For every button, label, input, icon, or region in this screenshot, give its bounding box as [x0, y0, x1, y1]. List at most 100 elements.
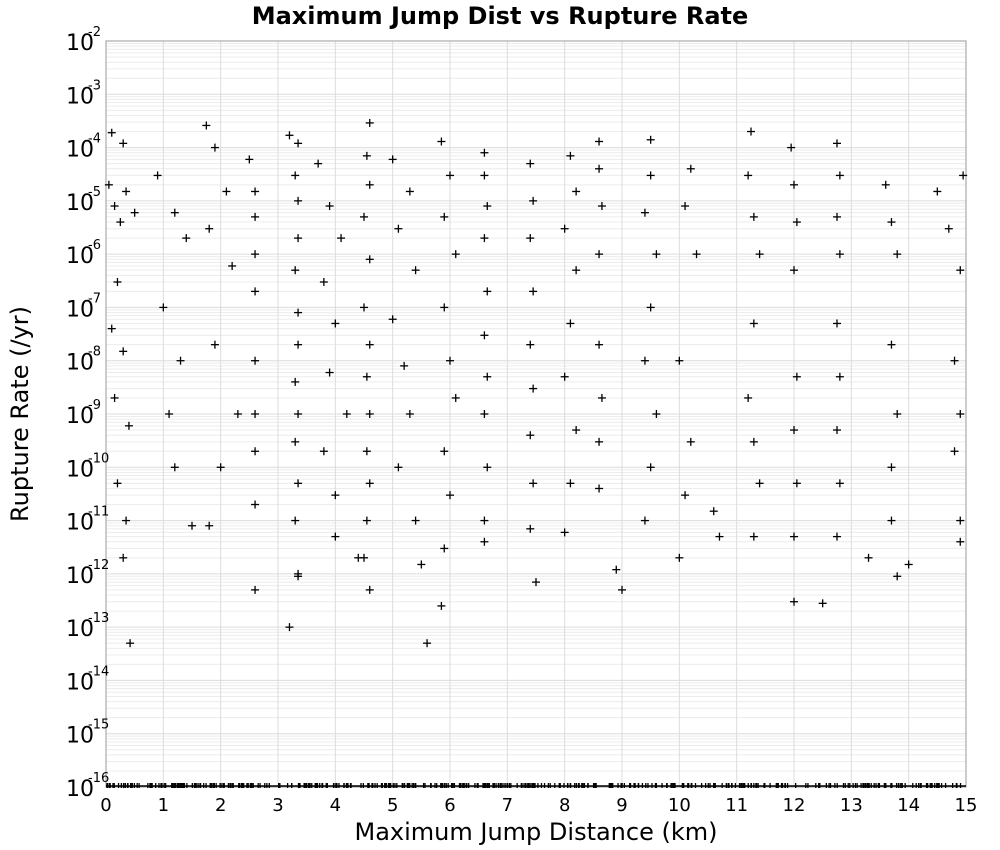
data-point: [319, 447, 328, 456]
data-point: [792, 372, 801, 381]
data-point: [170, 208, 179, 217]
data-point: [202, 121, 211, 130]
y-tick-exponent: -16: [88, 771, 109, 786]
data-point: [411, 266, 420, 275]
data-point: [893, 572, 902, 581]
data-point: [686, 164, 695, 173]
data-point: [646, 463, 655, 472]
data-point: [595, 137, 604, 146]
data-point: [646, 303, 655, 312]
data-point: [566, 479, 575, 488]
data-point: [342, 410, 351, 418]
data-point: [950, 356, 959, 365]
data-point: [294, 572, 303, 581]
data-point: [595, 250, 604, 259]
data-point: [122, 187, 131, 196]
data-point: [107, 128, 116, 137]
data-point: [480, 516, 489, 525]
data-point: [365, 180, 374, 189]
data-point: [881, 180, 890, 189]
data-point: [893, 250, 902, 259]
y-tick-exponent: -6: [88, 238, 101, 253]
data-point: [755, 250, 764, 259]
data-point: [744, 171, 753, 180]
data-point: [572, 266, 581, 275]
data-point: [437, 137, 446, 146]
data-point: [205, 521, 214, 530]
y-tick-exponent: -10: [88, 451, 109, 466]
data-point: [572, 426, 581, 435]
data-point: [153, 171, 162, 180]
data-point: [483, 202, 492, 211]
data-point: [294, 410, 303, 418]
y-axis-ticks: 10-210-310-410-510-610-710-810-910-1010-…: [66, 25, 109, 802]
data-point: [640, 356, 649, 365]
data-point: [124, 421, 133, 430]
data-point: [362, 516, 371, 525]
data-point: [291, 377, 300, 386]
data-point: [446, 491, 454, 500]
data-point: [956, 266, 965, 275]
data-point: [360, 303, 368, 312]
data-point: [944, 224, 953, 233]
data-point: [480, 171, 489, 180]
data-point: [595, 484, 604, 493]
data-point: [165, 410, 174, 418]
data-point: [933, 187, 942, 196]
x-tick-label: 0: [100, 795, 111, 816]
data-point: [950, 447, 959, 456]
data-point: [251, 447, 260, 456]
data-point: [652, 410, 661, 418]
data-point: [787, 143, 796, 152]
data-point: [405, 187, 414, 196]
data-point: [560, 372, 569, 381]
y-tick-exponent: -13: [88, 611, 109, 626]
data-point: [560, 224, 569, 233]
y-axis-label: Rupture Rate (/yr): [6, 306, 34, 522]
y-tick-base: 10: [66, 457, 94, 482]
data-point: [526, 340, 535, 349]
data-point: [612, 565, 621, 574]
data-point: [251, 500, 260, 509]
data-point: [483, 463, 492, 472]
data-point: [709, 507, 718, 516]
data-point: [652, 250, 661, 259]
data-point: [251, 585, 260, 594]
data-point: [887, 340, 896, 349]
data-point: [692, 250, 701, 259]
data-point: [440, 303, 449, 312]
x-tick-label: 4: [330, 795, 341, 816]
data-point: [835, 171, 844, 180]
data-point: [251, 212, 260, 221]
data-point: [222, 187, 231, 196]
data-point: [744, 393, 753, 402]
data-point: [532, 578, 540, 587]
data-point: [110, 202, 119, 211]
data-point: [446, 356, 454, 365]
data-point: [646, 171, 655, 180]
data-point: [411, 516, 420, 525]
data-point: [400, 361, 409, 370]
data-point: [245, 155, 254, 164]
data-point: [526, 431, 535, 440]
grid: [105, 40, 967, 788]
data-point: [388, 315, 397, 324]
x-axis-label: Maximum Jump Distance (km): [355, 818, 718, 846]
data-point: [835, 250, 844, 259]
data-point: [188, 521, 196, 530]
y-tick-exponent: -5: [88, 185, 101, 200]
y-tick-base: 10: [66, 297, 94, 322]
data-point: [251, 287, 260, 296]
data-point: [792, 218, 801, 227]
data-point: [790, 426, 798, 435]
data-point: [294, 479, 303, 488]
data-point: [560, 528, 569, 537]
data-point: [451, 250, 460, 259]
data-point: [210, 340, 219, 349]
data-point: [529, 196, 538, 205]
data-point: [205, 224, 214, 233]
x-tick-label: 2: [215, 795, 226, 816]
data-point: [597, 393, 606, 402]
data-point: [904, 560, 913, 569]
